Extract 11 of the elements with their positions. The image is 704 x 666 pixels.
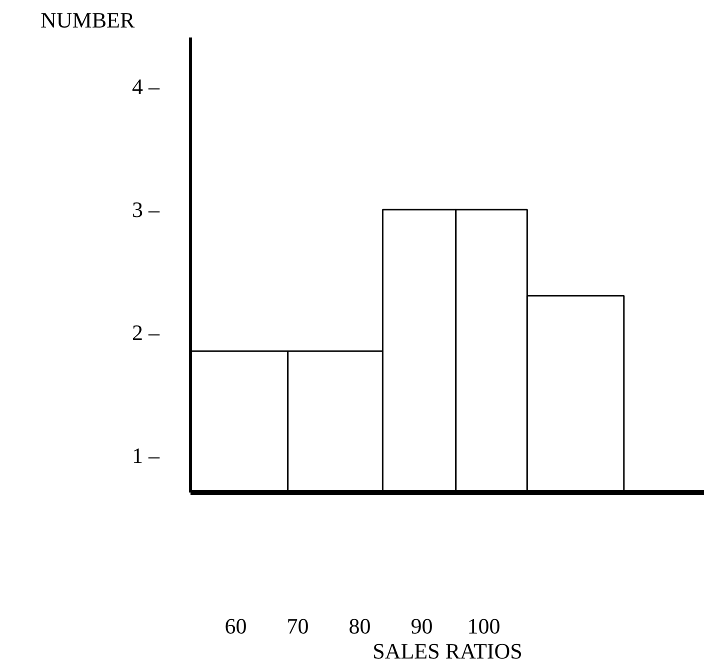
x-tick-label: 80 bbox=[348, 614, 371, 638]
y-tick-label: 1 – bbox=[132, 443, 160, 468]
x-tick-label: 90 bbox=[410, 614, 433, 638]
x-tick-label: 100 bbox=[467, 614, 500, 638]
y-tick-label: 2 – bbox=[132, 320, 160, 346]
x-axis-title: SALES RATIOS bbox=[372, 638, 522, 664]
x-tick-label: 70 bbox=[286, 614, 309, 638]
y-tick-label: 3 – bbox=[132, 197, 160, 222]
y-tick-label: 4 – bbox=[132, 74, 160, 100]
x-tick-label: 60 bbox=[224, 614, 247, 638]
y-axis-title: NUMBER bbox=[40, 8, 135, 32]
